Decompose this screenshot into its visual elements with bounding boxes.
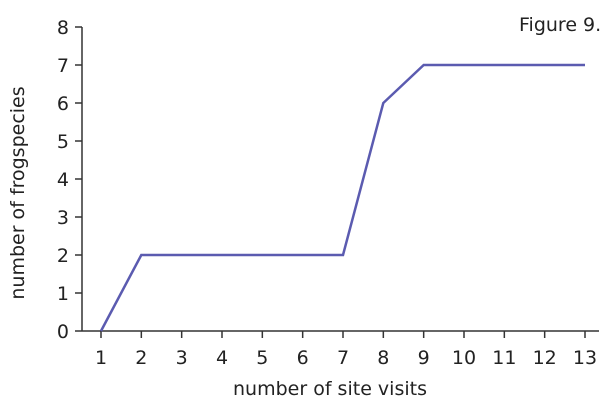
- x-tick-label: 13: [573, 347, 597, 369]
- x-tick-label: 3: [176, 347, 188, 369]
- x-tick-label: 12: [533, 347, 557, 369]
- x-tick-label: 8: [377, 347, 389, 369]
- x-tick-label: 1: [95, 347, 107, 369]
- x-tick-label: 11: [492, 347, 516, 369]
- y-tick-label: 7: [57, 55, 69, 77]
- series-line: [99, 63, 585, 332]
- x-tick-label: 7: [337, 347, 349, 369]
- y-axis-title: number of frogspecies: [7, 86, 29, 299]
- x-tick-label: 9: [418, 347, 430, 369]
- y-tick-label: 0: [57, 321, 69, 343]
- y-tick-label: 4: [57, 169, 69, 191]
- y-tick-label: 3: [57, 207, 69, 229]
- x-axis-title: number of site visits: [233, 378, 427, 400]
- y-tick-label: 2: [57, 245, 69, 267]
- y-tick-label: 6: [57, 93, 69, 115]
- x-tick-label: 4: [216, 347, 228, 369]
- x-tick-label: 6: [297, 347, 309, 369]
- x-tick-label: 10: [452, 347, 476, 369]
- y-tick-label: 1: [57, 283, 69, 305]
- x-tick-label: 5: [256, 347, 268, 369]
- x-ticks-group: 1 2 3 4 5 6 7 8 9 10 11 12 13: [95, 331, 597, 369]
- x-tick-label: 2: [135, 347, 147, 369]
- y-tick-label: 8: [57, 17, 69, 39]
- y-ticks-group: 0 1 2 3 4 5 6 7 8: [57, 17, 82, 343]
- y-tick-label: 5: [57, 131, 69, 153]
- figure-label: Figure 9.: [519, 14, 601, 36]
